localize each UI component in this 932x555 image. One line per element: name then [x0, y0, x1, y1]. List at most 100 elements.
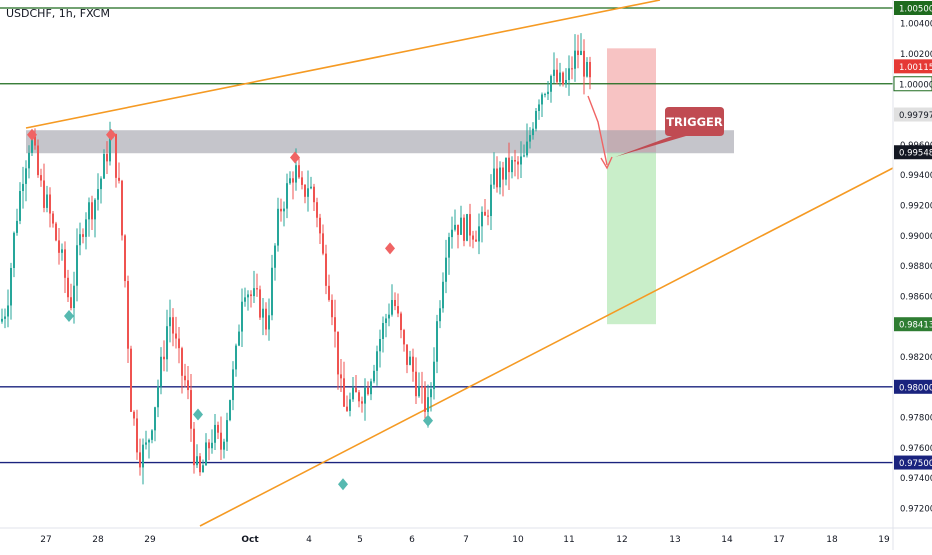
time-axis[interactable]: 27 28 29 Oct 4 5 6 7 10 11 12 13 14 17 18 19	[0, 527, 932, 545]
candle-body	[460, 217, 462, 235]
candle-body	[136, 418, 138, 453]
candle-body	[148, 439, 150, 443]
candle-body	[295, 165, 297, 183]
candle-body	[127, 281, 129, 349]
candle-body	[334, 317, 336, 332]
candle-body	[346, 406, 348, 411]
price-tick-label: 0.98800	[900, 262, 932, 272]
candle-body	[319, 217, 321, 234]
price-tick-label: 1.00200	[900, 50, 932, 60]
price-tag-label: 0.98413	[899, 321, 932, 331]
time-tick-label: 29	[144, 535, 156, 545]
candle-body	[583, 50, 585, 77]
candle-body	[403, 330, 405, 345]
trigger-callout[interactable]: TRIGGER	[615, 107, 724, 157]
candle-body	[205, 442, 207, 466]
candle-body	[562, 72, 564, 85]
candle-body	[88, 202, 90, 220]
candle-body	[355, 387, 357, 393]
candle-body	[397, 306, 399, 314]
candle-body	[169, 317, 171, 327]
time-tick-label: 10	[512, 535, 524, 545]
candle-body	[139, 452, 141, 468]
candle-body	[442, 281, 444, 309]
candle-body	[64, 249, 66, 278]
trendline-layer	[25, 0, 894, 527]
candle-body	[226, 420, 228, 442]
candle-body	[43, 180, 45, 208]
price-tag	[894, 145, 932, 160]
candle-body	[508, 157, 510, 173]
time-tick-label: 27	[40, 535, 51, 545]
candle-body	[16, 220, 18, 233]
candle-body	[511, 159, 513, 173]
candle-body	[400, 313, 402, 331]
candle-body	[223, 441, 225, 450]
candle-body	[484, 211, 486, 216]
candle-body	[349, 399, 351, 411]
candle-body	[454, 224, 456, 230]
candle-body	[577, 50, 579, 56]
candle-body	[130, 348, 132, 412]
candle-body	[379, 339, 381, 352]
candle-body	[376, 351, 378, 371]
candle-body	[391, 299, 393, 315]
candle-body	[55, 223, 57, 241]
candle-body	[172, 317, 174, 334]
resistance-zone-layer	[26, 130, 734, 154]
candle-body	[457, 224, 459, 235]
candle-body	[337, 331, 339, 375]
price-axis[interactable]: 1.004001.002001.000000.997970.996000.994…	[892, 0, 932, 550]
candle-body	[181, 348, 183, 376]
price-tick-label: 0.99200	[900, 201, 932, 211]
candle-body	[358, 392, 360, 402]
candle-body	[196, 456, 198, 466]
candle-body	[103, 154, 105, 179]
candle-body	[274, 245, 276, 268]
candle-body	[478, 226, 480, 242]
candle-body	[571, 68, 573, 70]
lower-trendline	[199, 167, 894, 527]
candle-body	[496, 168, 498, 188]
candle-body	[388, 314, 390, 319]
candle-body	[133, 411, 135, 419]
candle-body	[526, 141, 528, 156]
candle-body	[106, 154, 108, 162]
candle-body	[262, 308, 264, 318]
candle-body	[154, 407, 156, 431]
time-tick-label: 19	[878, 535, 890, 545]
time-tick-label: 12	[616, 535, 627, 545]
level-price-tag	[894, 1, 932, 15]
price-tick-label: 0.97400	[900, 474, 932, 484]
candle-body	[82, 234, 84, 237]
candle-body	[76, 245, 78, 286]
candle-body	[313, 186, 315, 203]
price-tick-label: 0.97800	[900, 414, 932, 424]
candle-body	[175, 333, 177, 339]
candle-body	[286, 183, 288, 209]
candle-body	[505, 157, 507, 180]
candle-body	[343, 378, 345, 407]
candle-body	[7, 305, 9, 317]
price-tick-label: 0.99000	[900, 232, 932, 242]
candle-body	[325, 253, 327, 286]
candle-body	[67, 277, 69, 298]
candle-body	[214, 424, 216, 443]
candle-body	[469, 214, 471, 236]
time-tick-label: 11	[563, 535, 574, 545]
time-tick-label: Oct	[241, 535, 259, 545]
candle-body	[265, 308, 267, 330]
level-price-tag	[894, 379, 932, 394]
candle-body	[22, 183, 24, 192]
candle-body	[586, 61, 588, 77]
candle-body	[316, 202, 318, 218]
price-tick-label: 0.99400	[900, 171, 932, 181]
candle-body	[367, 387, 369, 395]
time-tick-label: 4	[306, 535, 312, 545]
candle-body	[121, 180, 123, 236]
candle-body	[163, 356, 165, 360]
candle-body	[427, 397, 429, 412]
markers-layer	[27, 128, 433, 491]
candle-body	[151, 430, 153, 440]
